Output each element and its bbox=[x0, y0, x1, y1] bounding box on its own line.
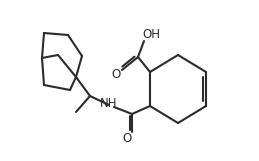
Text: OH: OH bbox=[142, 28, 160, 41]
Text: O: O bbox=[111, 67, 121, 80]
Text: O: O bbox=[122, 133, 132, 146]
Text: NH: NH bbox=[100, 96, 118, 109]
